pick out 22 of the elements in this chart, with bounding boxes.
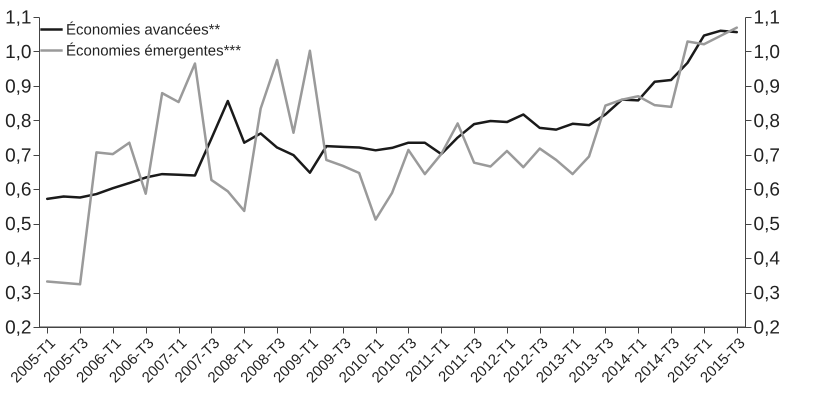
y2-tick-label: 1,1	[754, 8, 780, 28]
y-tick-label: 0,6	[5, 180, 32, 201]
y2-tick-label: 0,6	[754, 180, 780, 201]
legend-label: Économies avancées**	[66, 20, 220, 38]
y-tick-label: 0,4	[5, 248, 32, 270]
y-tick-label: 1,0	[5, 42, 32, 63]
y-tick-label: 0,8	[5, 110, 32, 132]
y2-tick-label: 0,4	[754, 248, 780, 270]
legend-label: Économies émergentes***	[66, 42, 242, 60]
y-tick-label: 1,1	[5, 8, 32, 28]
y-tick-label: 0,2	[5, 318, 32, 338]
y2-tick-label: 0,7	[754, 145, 780, 166]
y2-tick-label: 1,0	[754, 42, 780, 63]
y-tick-label: 0,9	[5, 76, 32, 98]
y2-tick-label: 0,3	[754, 283, 780, 304]
y-tick-label: 0,3	[5, 283, 32, 304]
y2-tick-label: 0,9	[754, 76, 780, 98]
y2-tick-label: 0,5	[754, 214, 780, 236]
y-tick-label: 0,5	[5, 214, 32, 236]
y2-tick-label: 0,8	[754, 110, 780, 132]
y-tick-label: 0,7	[5, 145, 32, 166]
y2-tick-label: 0,2	[754, 318, 780, 338]
